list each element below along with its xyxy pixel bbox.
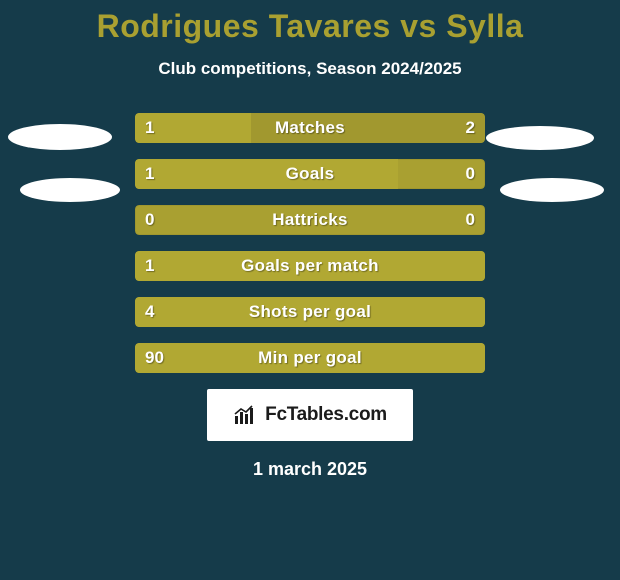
page-title: Rodrigues Tavares vs Sylla	[0, 0, 620, 45]
subtitle: Club competitions, Season 2024/2025	[0, 59, 620, 79]
team-badge-placeholder	[20, 178, 120, 202]
stat-bar: 4Shots per goal	[135, 297, 485, 327]
stat-label: Goals per match	[135, 251, 485, 281]
stat-bar: 90Min per goal	[135, 343, 485, 373]
stat-bars: 12Matches 10Goals 00Hattricks 1Goals per ma…	[135, 113, 485, 373]
team-badge-placeholder	[486, 126, 594, 150]
stat-label: Matches	[135, 113, 485, 143]
logo-badge: FcTables.com	[207, 389, 413, 441]
stat-label: Shots per goal	[135, 297, 485, 327]
stat-label: Goals	[135, 159, 485, 189]
stat-bar: 1Goals per match	[135, 251, 485, 281]
logo-chart-icon	[233, 404, 259, 426]
stat-bar: 10Goals	[135, 159, 485, 189]
comparison-card: Rodrigues Tavares vs Sylla Club competit…	[0, 0, 620, 580]
date-label: 1 march 2025	[0, 459, 620, 480]
team-badge-placeholder	[8, 124, 112, 150]
stat-label: Hattricks	[135, 205, 485, 235]
stat-bar: 12Matches	[135, 113, 485, 143]
stat-label: Min per goal	[135, 343, 485, 373]
team-badge-placeholder	[500, 178, 604, 202]
stat-bar: 00Hattricks	[135, 205, 485, 235]
logo-text: FcTables.com	[265, 404, 387, 426]
